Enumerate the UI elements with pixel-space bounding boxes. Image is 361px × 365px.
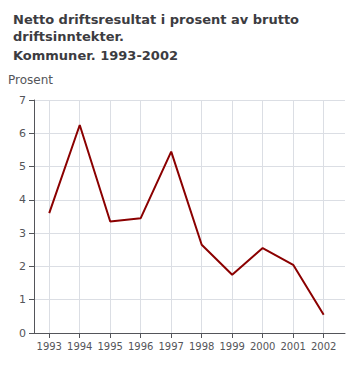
svg-text:2000: 2000: [250, 341, 275, 352]
svg-text:6: 6: [19, 127, 26, 140]
svg-text:1995: 1995: [97, 341, 122, 352]
svg-text:2: 2: [19, 260, 26, 273]
svg-text:2001: 2001: [280, 341, 305, 352]
svg-text:1993: 1993: [37, 341, 62, 352]
svg-text:1997: 1997: [158, 341, 183, 352]
svg-text:0: 0: [19, 327, 26, 340]
svg-text:1996: 1996: [128, 341, 153, 352]
svg-text:Netto driftsresultat i prosent: Netto driftsresultat i prosent av brutto: [13, 12, 304, 27]
svg-text:Prosent: Prosent: [8, 73, 53, 87]
svg-text:1994: 1994: [67, 341, 92, 352]
svg-text:4: 4: [19, 193, 26, 206]
svg-text:1998: 1998: [189, 341, 214, 352]
svg-text:1: 1: [19, 293, 26, 306]
svg-text:Kommuner. 1993-2002: Kommuner. 1993-2002: [13, 48, 178, 63]
svg-text:3: 3: [19, 227, 26, 240]
svg-text:2002: 2002: [311, 341, 336, 352]
svg-text:5: 5: [19, 160, 26, 173]
svg-text:7: 7: [19, 94, 26, 107]
svg-text:1999: 1999: [219, 341, 244, 352]
svg-text:driftsinntekter.: driftsinntekter.: [13, 29, 124, 44]
